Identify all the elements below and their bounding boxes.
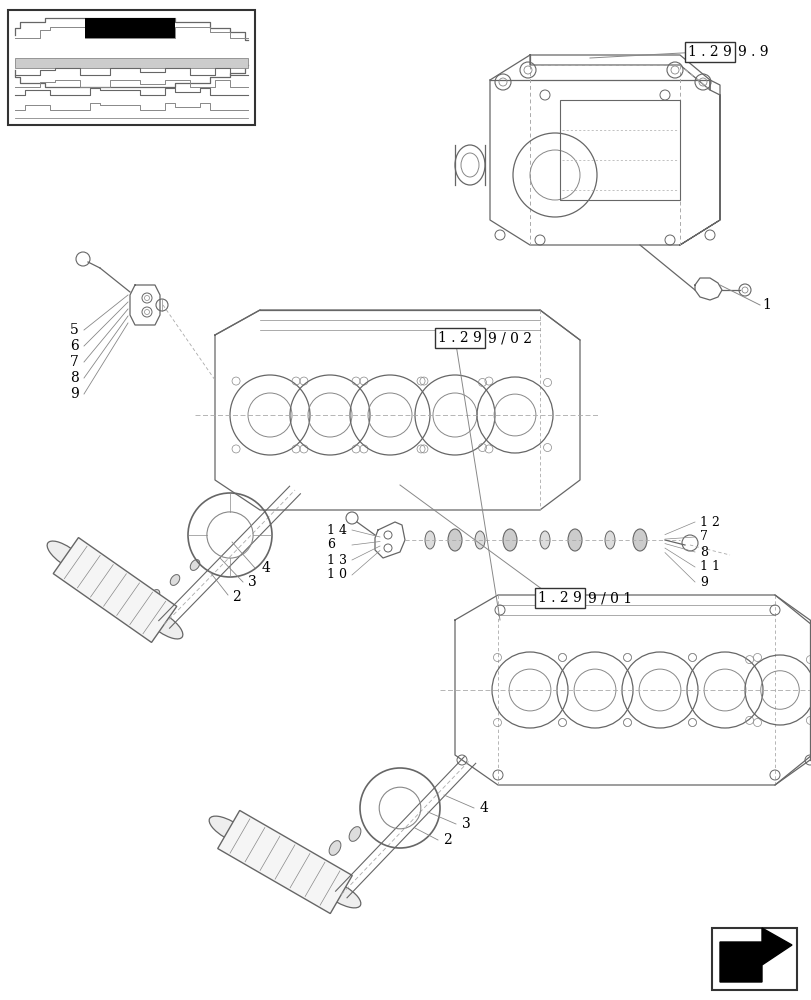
- Text: 7: 7: [70, 355, 79, 369]
- Text: 1: 1: [761, 298, 770, 312]
- Text: 8: 8: [699, 546, 707, 558]
- Polygon shape: [54, 538, 177, 642]
- Text: 5: 5: [70, 323, 79, 337]
- Ellipse shape: [190, 560, 200, 570]
- Ellipse shape: [633, 529, 646, 551]
- Ellipse shape: [502, 529, 517, 551]
- Text: 4: 4: [479, 801, 488, 815]
- Text: 2: 2: [443, 833, 451, 847]
- Ellipse shape: [47, 541, 84, 570]
- Ellipse shape: [474, 531, 484, 549]
- Text: 8: 8: [70, 371, 79, 385]
- Ellipse shape: [424, 531, 435, 549]
- Text: 1 4: 1 4: [327, 524, 346, 536]
- Text: 1 . 2 9: 1 . 2 9: [538, 591, 581, 605]
- Bar: [8, 10, 255, 125]
- Ellipse shape: [539, 531, 549, 549]
- Ellipse shape: [328, 841, 341, 855]
- Ellipse shape: [145, 610, 182, 639]
- Text: 1 3: 1 3: [327, 554, 346, 566]
- Bar: [560, 100, 679, 200]
- Polygon shape: [719, 928, 791, 982]
- Text: 9 / 0 2: 9 / 0 2: [488, 331, 532, 345]
- Ellipse shape: [170, 575, 179, 585]
- Ellipse shape: [209, 816, 248, 843]
- Ellipse shape: [150, 590, 160, 600]
- Text: 6: 6: [327, 538, 335, 552]
- Bar: [85, 18, 175, 38]
- Text: 6: 6: [70, 339, 79, 353]
- Text: 7: 7: [699, 530, 707, 544]
- Ellipse shape: [321, 881, 360, 908]
- Bar: [711, 928, 796, 990]
- Text: 1 2: 1 2: [699, 516, 719, 528]
- Text: 1 . 2 9: 1 . 2 9: [438, 331, 481, 345]
- Text: 3: 3: [247, 575, 256, 589]
- Text: 3: 3: [461, 817, 470, 831]
- Polygon shape: [217, 810, 352, 914]
- Ellipse shape: [568, 529, 581, 551]
- Text: 1 . 2 9: 1 . 2 9: [687, 45, 731, 59]
- Ellipse shape: [349, 827, 360, 841]
- Text: 9 . 9: 9 . 9: [737, 45, 768, 59]
- Text: 2: 2: [232, 590, 240, 604]
- Text: 1 1: 1 1: [699, 560, 719, 574]
- Ellipse shape: [448, 529, 461, 551]
- Bar: [15, 58, 247, 68]
- Ellipse shape: [604, 531, 614, 549]
- Text: 9: 9: [699, 576, 707, 588]
- Text: 1 0: 1 0: [327, 568, 346, 582]
- Text: 9 / 0 1: 9 / 0 1: [588, 591, 632, 605]
- Text: 9: 9: [70, 387, 79, 401]
- Text: 4: 4: [262, 561, 271, 575]
